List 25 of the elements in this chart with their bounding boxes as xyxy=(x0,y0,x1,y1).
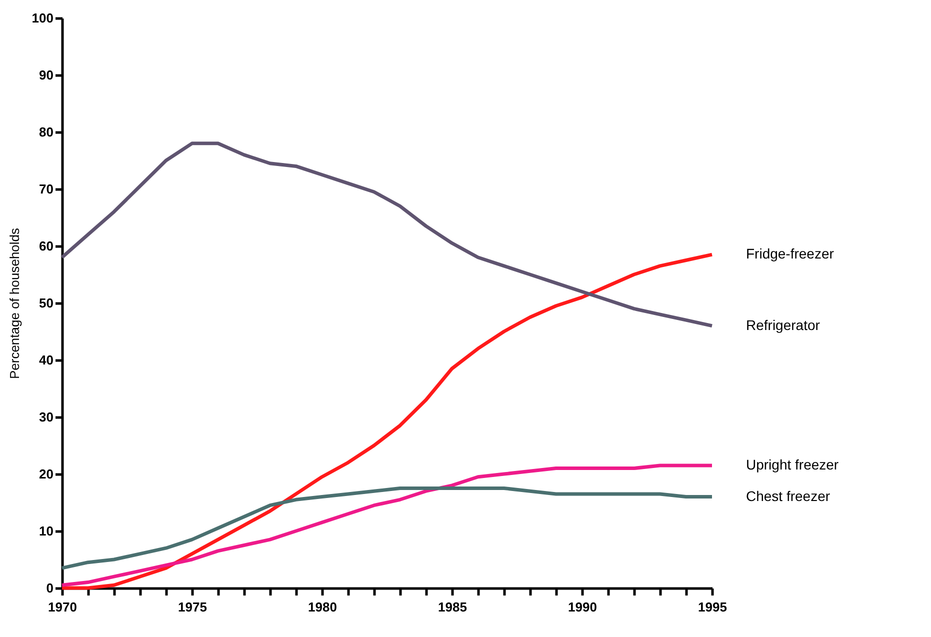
y-axis-title: Percentage of households xyxy=(6,227,22,380)
line-series xyxy=(60,142,714,328)
text: Refrigerator xyxy=(746,316,820,333)
x-tick-label: 1995 xyxy=(698,600,727,614)
text: Chest freezer xyxy=(746,488,830,504)
y-tick-label: 90 xyxy=(39,68,54,82)
y-tick-label: 60 xyxy=(39,238,54,254)
y-tick-label: 100 xyxy=(32,10,54,26)
y-tick-label: 70 xyxy=(39,182,54,196)
y-tick-label: 80 xyxy=(39,124,54,140)
x-tick-label: 1970 xyxy=(48,600,77,614)
line-series xyxy=(60,464,714,587)
y-tick-label: 40 xyxy=(39,352,54,368)
line-series xyxy=(60,486,714,570)
text: Fridge-freezer xyxy=(746,246,834,262)
x-tick-label: 1985 xyxy=(438,600,467,614)
y-tick-label: 0 xyxy=(46,580,54,596)
y-tick-label: 30 xyxy=(39,410,54,424)
x-tick-label: 1980 xyxy=(308,600,337,614)
x-tick-label: 1990 xyxy=(568,600,597,614)
y-tick-label: 10 xyxy=(39,524,54,538)
y-tick-label: 50 xyxy=(39,296,54,310)
text: Upright freezer xyxy=(746,456,839,472)
x-tick-label: 1975 xyxy=(178,600,207,614)
y-tick-label: 20 xyxy=(39,466,54,482)
